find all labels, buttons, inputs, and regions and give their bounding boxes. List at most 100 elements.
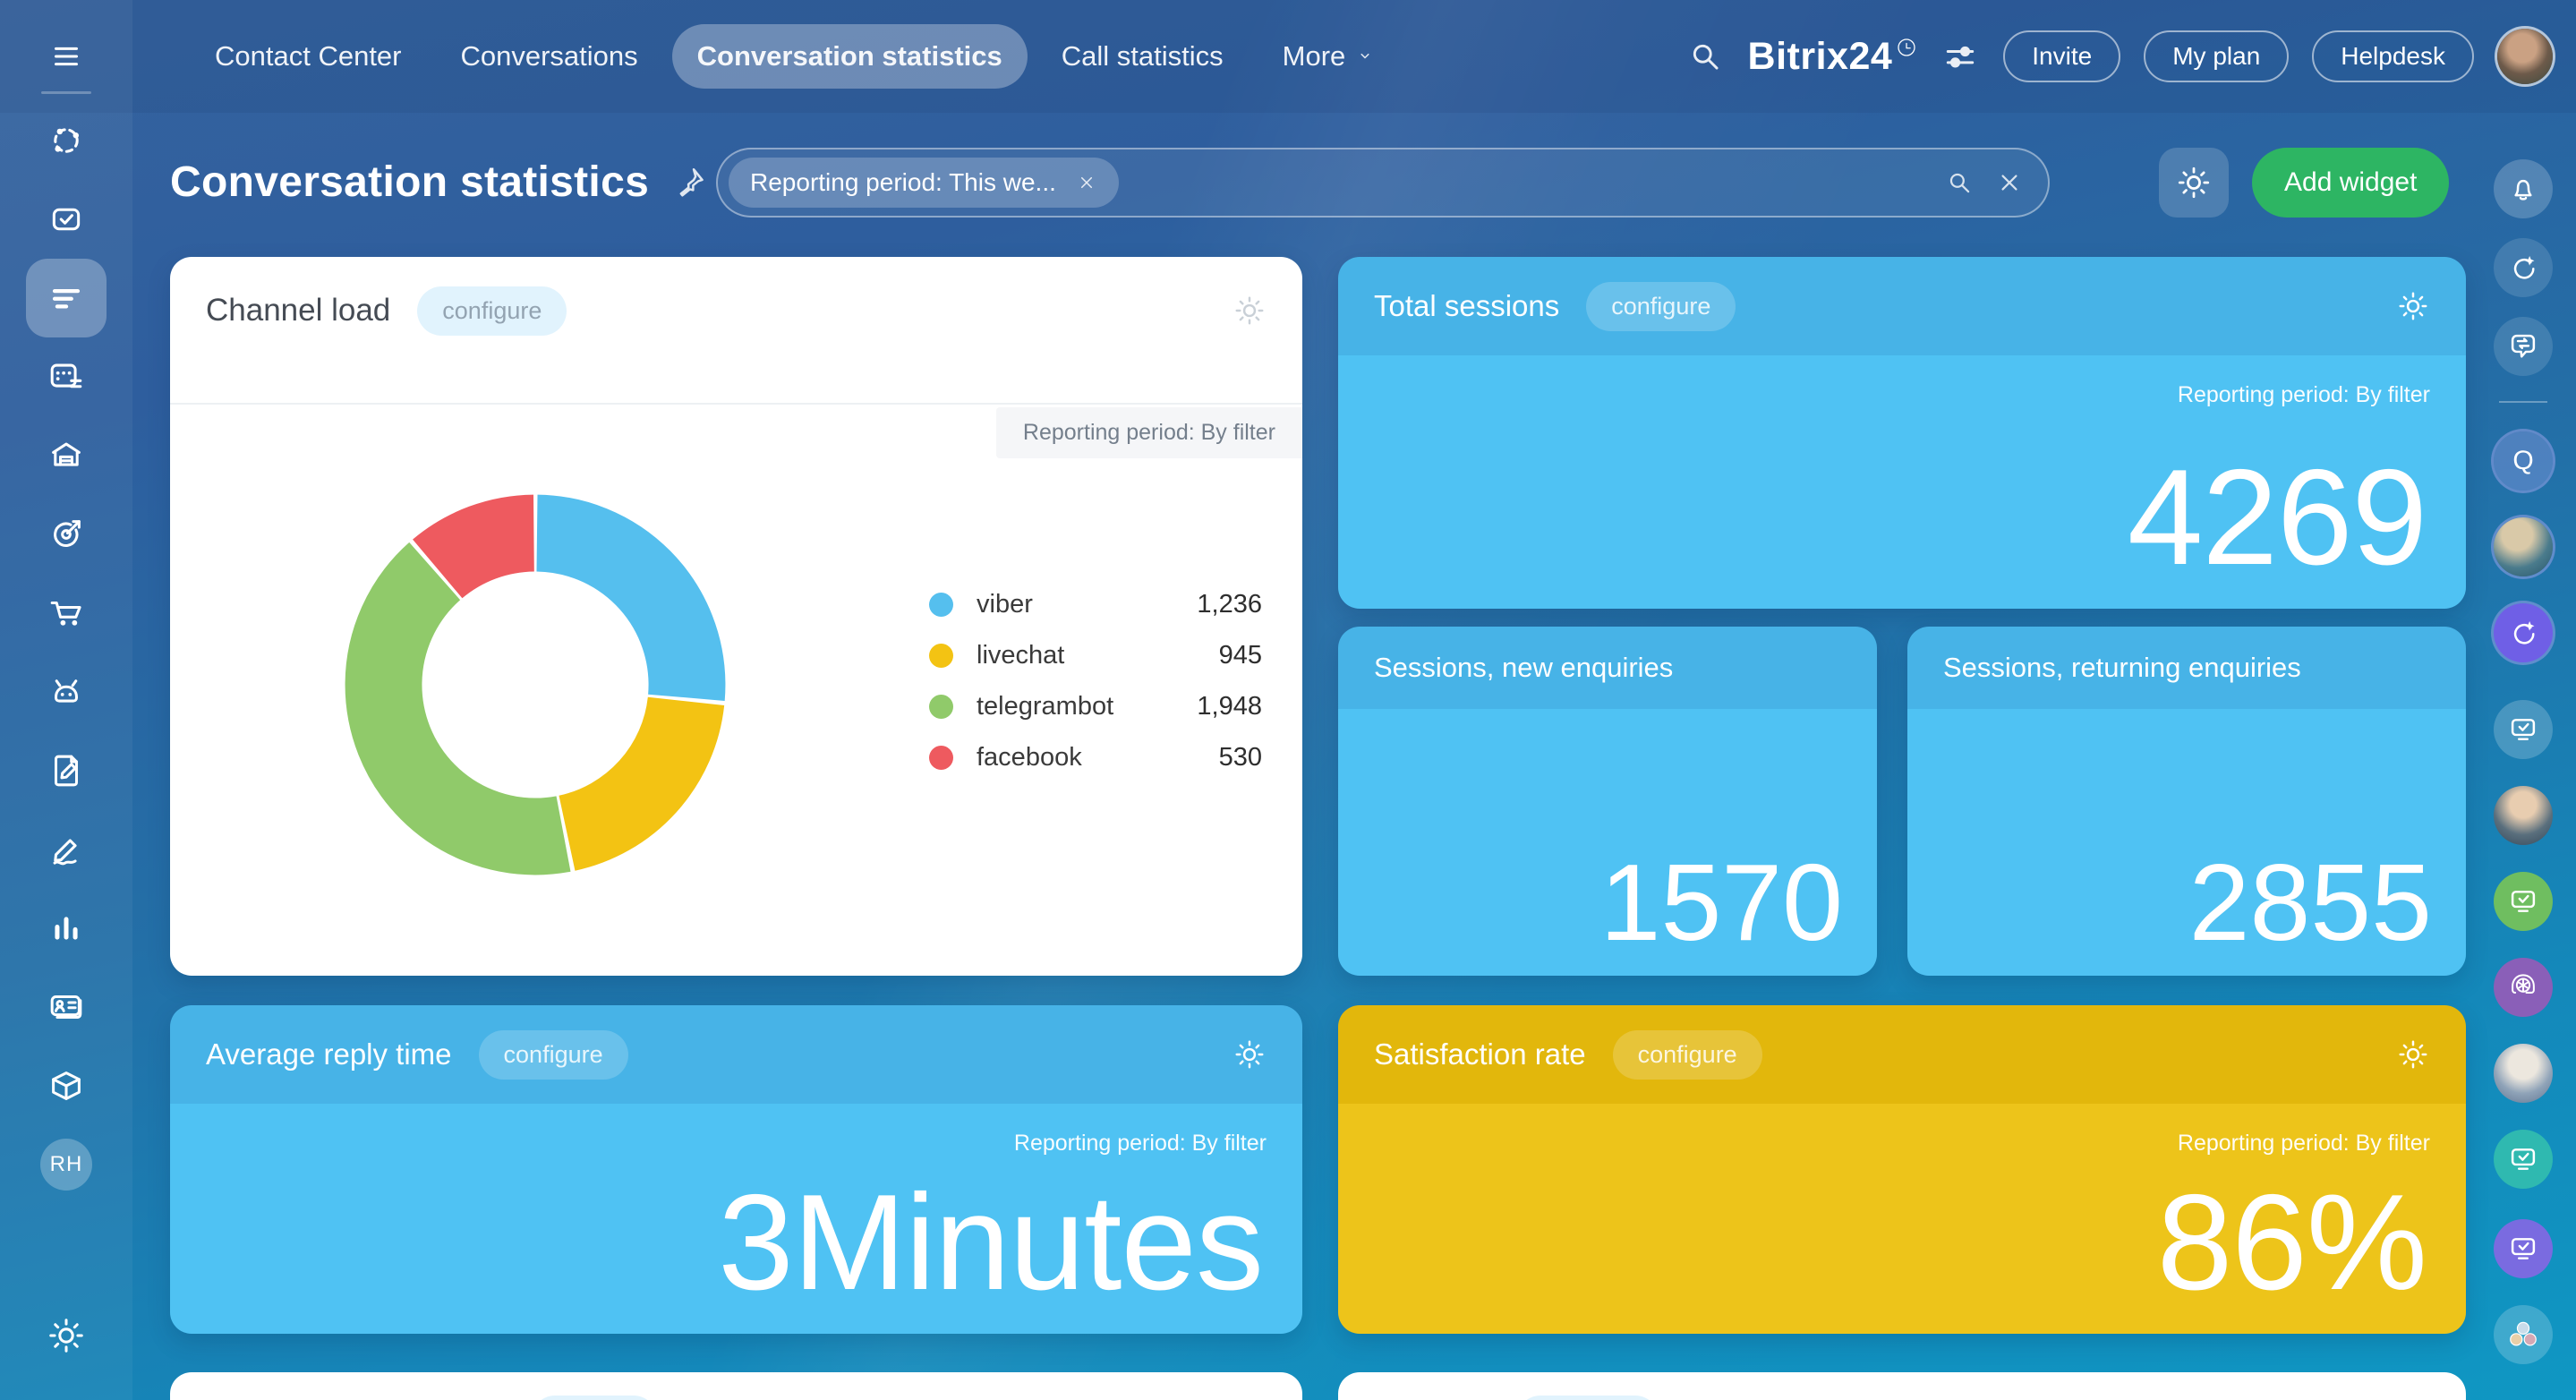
sliders-icon[interactable] xyxy=(1941,37,1980,76)
widget-body: 2855 xyxy=(1907,709,2466,976)
sidebar-item-statistics[interactable] xyxy=(26,889,107,968)
chat-copilot[interactable] xyxy=(2494,603,2553,662)
profile-avatar: RH xyxy=(40,1139,92,1191)
ai-bot-icon xyxy=(54,679,79,703)
nav-conversation-statistics[interactable]: Conversation statistics xyxy=(671,24,1028,89)
filter-bar-icons xyxy=(1944,167,2025,198)
widget-gear-icon[interactable] xyxy=(2396,1037,2430,1071)
sidebar-item-calendar[interactable] xyxy=(26,337,107,416)
pin-icon[interactable] xyxy=(672,165,706,199)
legend-row: viber 1,236 xyxy=(929,590,1262,619)
sidebar-item-profile[interactable]: RH xyxy=(26,1125,107,1204)
sidebar-item-documents[interactable] xyxy=(26,731,107,810)
chat-task-monitor-violet[interactable] xyxy=(2494,1219,2553,1278)
add-widget-button[interactable]: Add widget xyxy=(2252,148,2450,218)
legend-row: telegrambot 1,948 xyxy=(929,692,1262,721)
sidebar-divider xyxy=(41,91,91,94)
search-icon[interactable] xyxy=(1685,37,1725,76)
widget-header: Total sessions configure xyxy=(1338,257,2466,355)
legend-value: 1,236 xyxy=(1197,590,1262,619)
configure-button[interactable]: configure xyxy=(478,1029,628,1080)
widget-gear-icon[interactable] xyxy=(1233,1037,1267,1071)
user-avatar[interactable] xyxy=(2497,29,2553,84)
cart-icon xyxy=(50,601,81,626)
storefront-icon xyxy=(52,442,81,466)
calendar-icon xyxy=(50,363,82,388)
filter-search-bar[interactable]: Reporting period: This we... xyxy=(716,148,2050,218)
reporting-period-label: Reporting period: By filter xyxy=(995,407,1302,458)
sessions-returning-value: 2855 xyxy=(2188,841,2432,963)
filter-chip-reporting-period[interactable]: Reporting period: This we... xyxy=(729,158,1119,208)
sidebar-item-products[interactable] xyxy=(26,1046,107,1125)
task-monitor-icon xyxy=(2511,1148,2536,1170)
sidebar-item-contacts[interactable] xyxy=(26,968,107,1046)
configure-button[interactable]: configure xyxy=(1586,281,1736,331)
messenger-button[interactable] xyxy=(2494,317,2553,376)
filter-search-icon[interactable] xyxy=(1944,167,1975,198)
chat-group-avatar[interactable] xyxy=(2494,1305,2553,1364)
sidebar-item-conversation-statistics[interactable] xyxy=(26,259,107,337)
notifications-button[interactable] xyxy=(2494,159,2553,218)
page-title: Conversation statistics xyxy=(170,158,650,206)
bitrix24-logo: Bitrix24 xyxy=(1748,35,1918,79)
chat-avatar-photo[interactable] xyxy=(2494,517,2553,576)
dashboard-settings-button[interactable] xyxy=(2159,148,2229,218)
copilot-button[interactable] xyxy=(2494,238,2553,297)
tasks-check-icon xyxy=(52,208,81,231)
sidebar-item-network[interactable] xyxy=(26,101,107,180)
chat-ai-assistant[interactable] xyxy=(2494,958,2553,1017)
legend-row: livechat 945 xyxy=(929,641,1262,670)
chat-task-monitor-teal[interactable] xyxy=(2494,1130,2553,1189)
chat-avatar-man[interactable] xyxy=(2494,786,2553,845)
sidebar-item-storefront[interactable] xyxy=(26,416,107,495)
legend-value: 945 xyxy=(1218,641,1262,670)
conversation-stats-icon xyxy=(52,288,81,309)
document-edit-icon xyxy=(54,755,79,787)
sidebar-item-tasks[interactable] xyxy=(26,180,107,259)
copilot-icon xyxy=(2513,255,2535,279)
sidebar-item-store-orders[interactable] xyxy=(26,574,107,653)
sidebar-settings[interactable] xyxy=(26,1300,107,1371)
widget-header: Sessions, returning enquiries xyxy=(1907,627,2466,709)
sidebar-item-marketing[interactable] xyxy=(26,495,107,574)
widget-divider xyxy=(170,403,1302,405)
legend-label: telegrambot xyxy=(977,692,1114,721)
chat-task-monitor-green[interactable] xyxy=(2494,872,2553,931)
partial-widget-card xyxy=(1338,1372,2466,1400)
my-plan-button[interactable]: My plan xyxy=(2144,30,2290,82)
avatar-initial: Q xyxy=(2512,446,2534,475)
widget-title: Sessions, new enquiries xyxy=(1374,652,1674,683)
sidebar-item-esignature[interactable] xyxy=(26,810,107,889)
widget-body: Reporting period: By filter 3Minutes xyxy=(170,1104,1302,1334)
dock-divider xyxy=(2499,401,2547,403)
legend-row: facebook 530 xyxy=(929,743,1262,773)
invite-button[interactable]: Invite xyxy=(2003,30,2121,82)
configure-button[interactable]: configure xyxy=(1612,1029,1762,1080)
legend-dot-telegrambot xyxy=(929,695,953,719)
reporting-period-label: Reporting period: By filter xyxy=(2177,382,2430,407)
nav-conversations[interactable]: Conversations xyxy=(436,24,663,89)
legend-label: facebook xyxy=(977,743,1082,772)
reporting-period-label: Reporting period: By filter xyxy=(1013,1131,1267,1156)
widget-body: 1570 xyxy=(1338,709,1877,976)
chat-avatar-q[interactable]: Q xyxy=(2494,431,2553,491)
widget-gear-icon[interactable] xyxy=(1233,294,1267,328)
sidebar-item-ai-bot[interactable] xyxy=(26,653,107,731)
left-sidebar: RH xyxy=(0,0,132,1400)
helpdesk-button[interactable]: Helpdesk xyxy=(2312,30,2474,82)
task-monitor-icon xyxy=(2511,891,2536,912)
chat-avatar-cat[interactable] xyxy=(2494,1044,2553,1103)
chat-task-monitor[interactable] xyxy=(2494,700,2553,759)
configure-button[interactable]: configure xyxy=(417,286,567,336)
widget-title: Average reply time xyxy=(206,1037,452,1071)
bell-icon xyxy=(2514,179,2532,201)
filter-clear-icon[interactable] xyxy=(1994,167,2025,198)
partial-configure-pill xyxy=(532,1396,657,1400)
nav-more[interactable]: More xyxy=(1258,24,1402,89)
widget-header: Channel load configure xyxy=(170,257,1302,364)
nav-call-statistics[interactable]: Call statistics xyxy=(1036,24,1249,89)
hamburger-menu-icon[interactable] xyxy=(46,36,87,77)
widget-gear-icon[interactable] xyxy=(2396,289,2430,323)
nav-contact-center[interactable]: Contact Center xyxy=(190,24,427,89)
chip-close-icon[interactable] xyxy=(1076,172,1097,193)
